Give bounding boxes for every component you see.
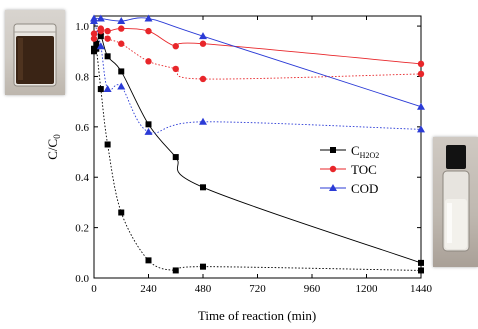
data-point [97, 33, 104, 40]
series-line-5 [93, 20, 422, 134]
data-point [144, 14, 153, 22]
series-line-3 [93, 30, 422, 80]
data-point [417, 102, 425, 110]
data-point [418, 259, 424, 266]
legend: CH2O2 TOC COD [320, 143, 379, 196]
data-point [117, 17, 126, 25]
y-axis-label-main: C/C [45, 139, 60, 160]
data-point [199, 117, 207, 125]
x-tick-label: 240 [140, 283, 157, 295]
series-markers [90, 14, 425, 274]
data-point [117, 82, 126, 90]
x-tick-label: 1440 [410, 283, 433, 295]
data-point [103, 85, 112, 93]
plot-frame [93, 15, 422, 279]
legend-label: CH2O2 [351, 143, 379, 160]
series-line-4 [93, 17, 422, 108]
data-point [104, 53, 111, 60]
y-tick-label: 0.4 [75, 172, 89, 184]
legend-marker [329, 165, 337, 173]
data-point [145, 257, 152, 264]
data-point [200, 263, 206, 270]
data-point [144, 127, 153, 135]
y-tick-label: 0.2 [75, 223, 89, 235]
data-point [96, 42, 105, 50]
vial-photo [433, 137, 478, 267]
x-tick-label: 720 [249, 283, 266, 295]
legend-label: TOC [351, 162, 377, 177]
data-point [145, 58, 152, 65]
data-point [90, 35, 98, 42]
series-lines [93, 17, 422, 272]
data-point [93, 45, 100, 52]
x-tick-label: 480 [195, 283, 212, 295]
legend-label-main: TOC [351, 162, 377, 177]
data-point [118, 209, 125, 216]
data-point [97, 86, 104, 93]
data-point [97, 27, 105, 35]
data-point [199, 40, 207, 47]
x-tick-label: 960 [304, 283, 321, 295]
legend-label-main: C [351, 143, 360, 158]
y-axis-label: C/C0 [45, 134, 62, 160]
y-tick-label: 0.6 [75, 122, 89, 134]
svg-text:C/C0: C/C0 [45, 134, 62, 160]
data-point [104, 27, 111, 35]
data-point [172, 43, 179, 50]
x-tick-label: 0 [91, 283, 97, 295]
legend-label: COD [351, 181, 378, 196]
legend-label-subscript: H2O2 [360, 151, 380, 160]
y-tick-label: 0.0 [75, 273, 89, 285]
data-point [93, 40, 100, 47]
series-line-1 [93, 45, 422, 272]
data-point [118, 40, 125, 47]
data-point [199, 32, 207, 40]
data-point [172, 65, 179, 73]
data-point [172, 154, 179, 161]
data-point [199, 75, 207, 83]
legend-marker [329, 184, 337, 191]
y-tick-label: 0.8 [75, 71, 89, 83]
data-point [417, 70, 425, 78]
vial-icon [442, 145, 470, 252]
data-point [417, 60, 425, 68]
data-point [172, 267, 179, 274]
x-tick-label: 1200 [356, 283, 379, 295]
data-point [145, 121, 152, 128]
data-point [145, 27, 152, 35]
data-point [417, 125, 425, 133]
beaker-photo [5, 10, 65, 95]
data-point [118, 25, 125, 32]
x-axis-label: Time of reaction (min) [198, 308, 316, 323]
data-point [90, 30, 98, 37]
data-point [118, 68, 125, 75]
beaker-icon [13, 23, 57, 87]
data-point [104, 141, 111, 148]
series-line-0 [93, 35, 422, 264]
legend-marker [330, 147, 336, 153]
data-point [96, 14, 105, 22]
y-axis-label-subscript: 0 [52, 134, 62, 139]
legend-label-main: COD [351, 181, 378, 196]
data-point [90, 17, 98, 25]
data-point [200, 184, 206, 191]
y-tick-label: 1.0 [75, 21, 89, 33]
data-point [418, 267, 424, 274]
data-point [104, 35, 111, 42]
